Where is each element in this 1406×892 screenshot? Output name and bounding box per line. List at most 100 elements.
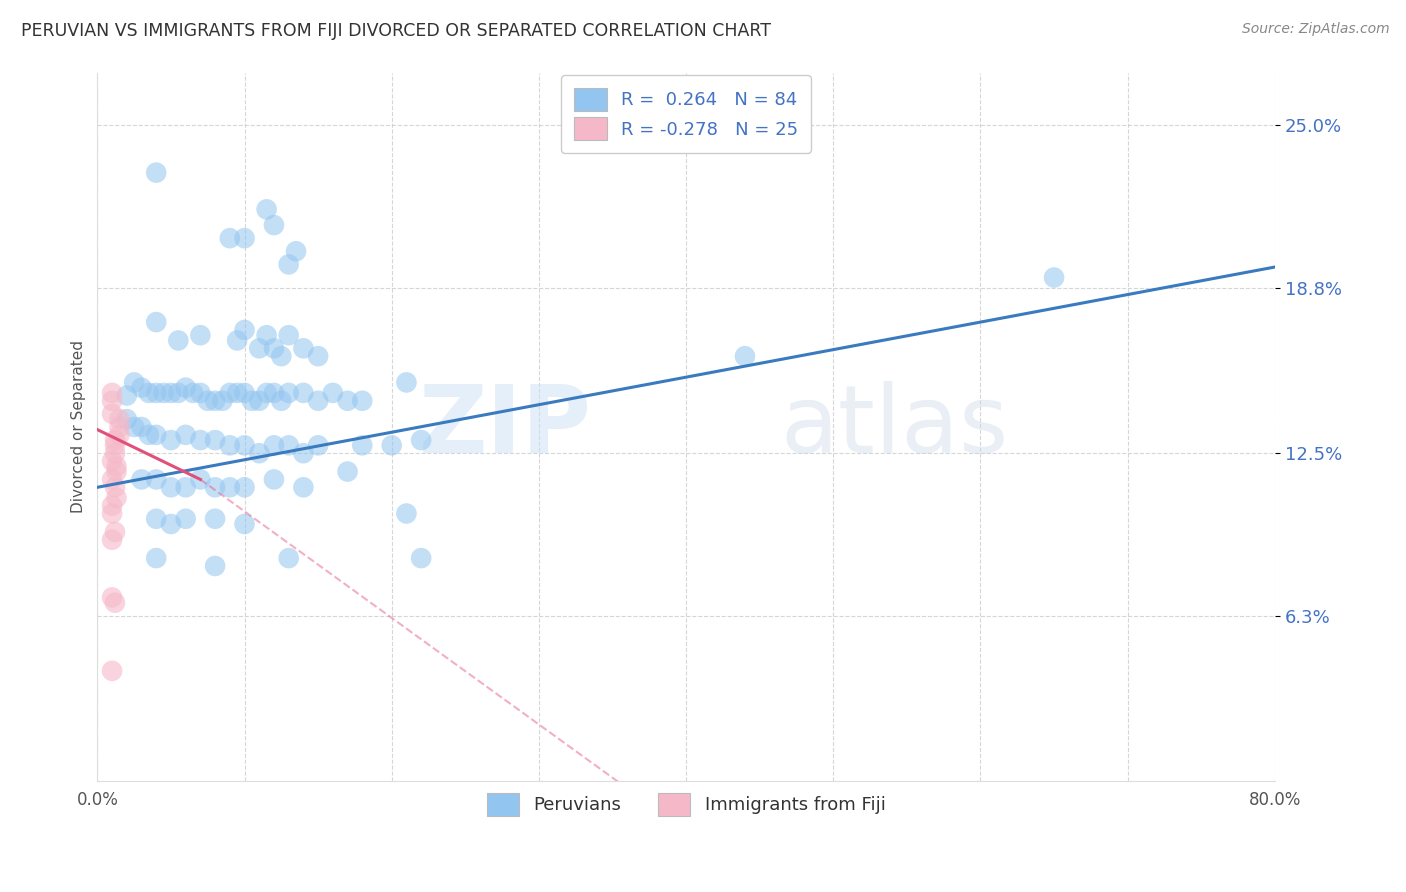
Point bbox=[270, 349, 292, 363]
Point bbox=[152, 385, 174, 400]
Point bbox=[104, 480, 127, 494]
Point bbox=[105, 465, 128, 479]
Point bbox=[336, 465, 359, 479]
Point bbox=[226, 334, 249, 348]
Point bbox=[270, 393, 292, 408]
Point bbox=[131, 420, 153, 434]
Point bbox=[395, 376, 418, 390]
Point bbox=[145, 385, 167, 400]
Point bbox=[292, 480, 315, 494]
Point bbox=[104, 446, 127, 460]
Point bbox=[145, 428, 167, 442]
Point bbox=[247, 393, 270, 408]
Point bbox=[285, 244, 308, 259]
Point bbox=[322, 385, 344, 400]
Point bbox=[101, 507, 124, 521]
Point bbox=[218, 385, 240, 400]
Point bbox=[307, 349, 329, 363]
Point bbox=[160, 480, 183, 494]
Point bbox=[101, 499, 124, 513]
Point bbox=[277, 438, 299, 452]
Point bbox=[256, 202, 278, 217]
Point bbox=[101, 591, 124, 605]
Point bbox=[292, 341, 315, 355]
Point bbox=[1043, 270, 1066, 285]
Point bbox=[138, 385, 160, 400]
Point bbox=[145, 551, 167, 566]
Text: ZIP: ZIP bbox=[419, 381, 592, 473]
Point bbox=[263, 438, 285, 452]
Point bbox=[174, 381, 197, 395]
Point bbox=[233, 438, 256, 452]
Point bbox=[160, 516, 183, 531]
Legend: Peruvians, Immigrants from Fiji: Peruvians, Immigrants from Fiji bbox=[478, 784, 894, 825]
Point bbox=[233, 480, 256, 494]
Point bbox=[160, 433, 183, 447]
Point bbox=[307, 393, 329, 408]
Point bbox=[307, 438, 329, 452]
Point bbox=[101, 385, 124, 400]
Text: PERUVIAN VS IMMIGRANTS FROM FIJI DIVORCED OR SEPARATED CORRELATION CHART: PERUVIAN VS IMMIGRANTS FROM FIJI DIVORCE… bbox=[21, 22, 770, 40]
Point bbox=[277, 385, 299, 400]
Point bbox=[101, 393, 124, 408]
Point bbox=[167, 334, 190, 348]
Point bbox=[233, 323, 256, 337]
Point bbox=[104, 433, 127, 447]
Point bbox=[101, 407, 124, 421]
Point bbox=[233, 385, 256, 400]
Point bbox=[167, 385, 190, 400]
Point bbox=[101, 472, 124, 486]
Point bbox=[190, 433, 212, 447]
Point bbox=[131, 472, 153, 486]
Point bbox=[104, 438, 127, 452]
Point bbox=[101, 533, 124, 547]
Point bbox=[263, 218, 285, 232]
Point bbox=[104, 524, 127, 539]
Point bbox=[122, 376, 145, 390]
Point bbox=[145, 512, 167, 526]
Point bbox=[105, 491, 128, 505]
Point bbox=[108, 412, 131, 426]
Point bbox=[181, 385, 204, 400]
Point bbox=[352, 438, 374, 452]
Point bbox=[411, 433, 433, 447]
Point bbox=[226, 385, 249, 400]
Point bbox=[204, 393, 226, 408]
Point bbox=[101, 454, 124, 468]
Point bbox=[190, 328, 212, 343]
Point bbox=[145, 472, 167, 486]
Point bbox=[256, 328, 278, 343]
Point bbox=[233, 231, 256, 245]
Point bbox=[277, 328, 299, 343]
Point bbox=[247, 341, 270, 355]
Point bbox=[204, 512, 226, 526]
Point bbox=[104, 596, 127, 610]
Point bbox=[734, 349, 756, 363]
Point bbox=[204, 480, 226, 494]
Point bbox=[247, 446, 270, 460]
Point bbox=[115, 388, 138, 402]
Point bbox=[174, 480, 197, 494]
Point bbox=[204, 558, 226, 573]
Point bbox=[256, 385, 278, 400]
Point bbox=[240, 393, 263, 408]
Point bbox=[233, 516, 256, 531]
Point bbox=[197, 393, 219, 408]
Point bbox=[336, 393, 359, 408]
Text: Source: ZipAtlas.com: Source: ZipAtlas.com bbox=[1241, 22, 1389, 37]
Point bbox=[263, 341, 285, 355]
Text: atlas: atlas bbox=[780, 381, 1008, 473]
Point bbox=[115, 412, 138, 426]
Point bbox=[145, 166, 167, 180]
Point bbox=[131, 381, 153, 395]
Point bbox=[138, 428, 160, 442]
Point bbox=[263, 385, 285, 400]
Point bbox=[174, 428, 197, 442]
Point bbox=[122, 420, 145, 434]
Point bbox=[174, 512, 197, 526]
Point bbox=[411, 551, 433, 566]
Point bbox=[292, 385, 315, 400]
Point bbox=[160, 385, 183, 400]
Point bbox=[211, 393, 233, 408]
Point bbox=[108, 420, 131, 434]
